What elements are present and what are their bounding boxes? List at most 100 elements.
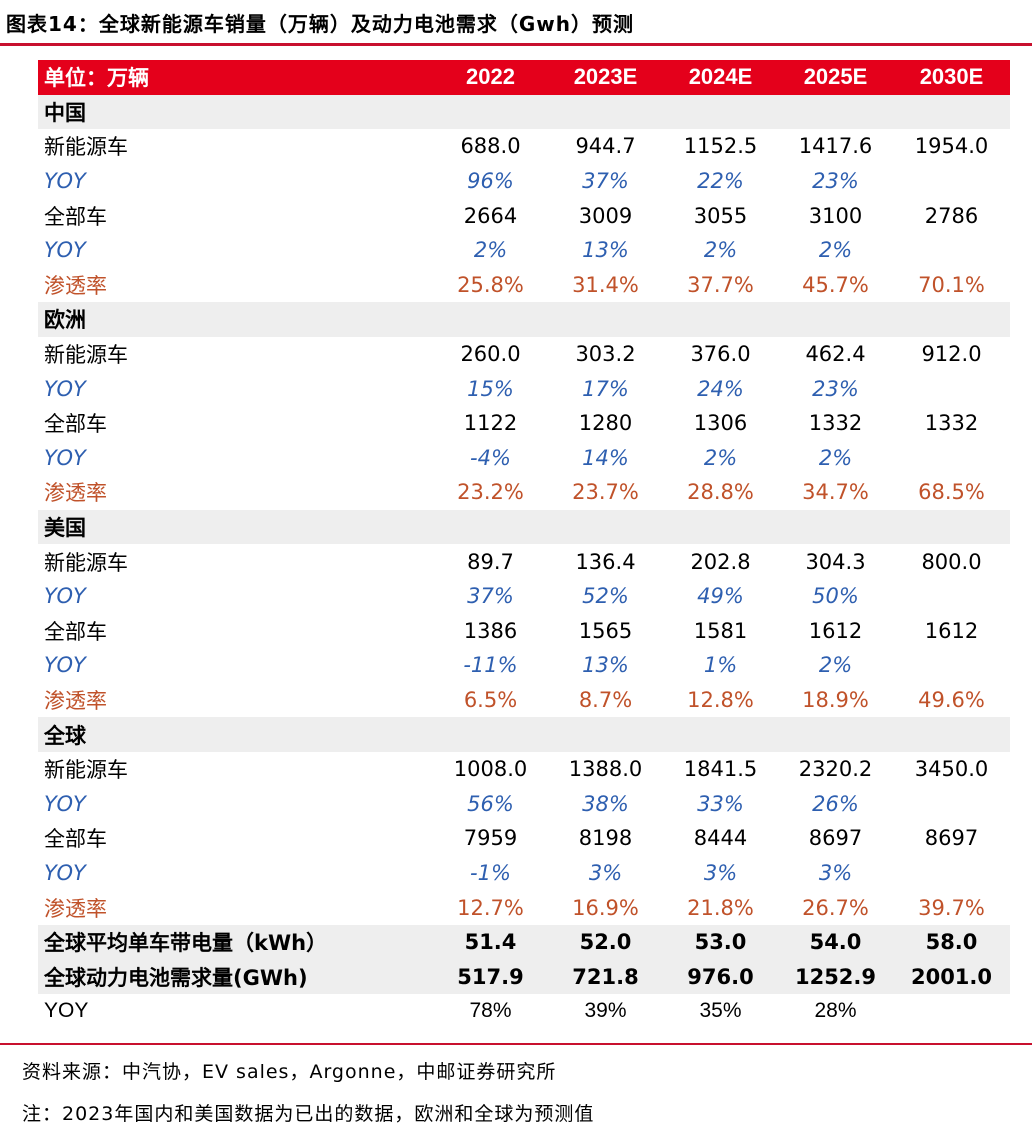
table-cell: 721.8 bbox=[572, 964, 639, 989]
table-cell: 96% bbox=[467, 169, 514, 194]
table-row: 渗透率 25.8% 31.4% 37.7% 45.7% 70.1% bbox=[38, 268, 1010, 303]
table-cell: 23.2% bbox=[457, 480, 524, 505]
table-cell: 688.0 bbox=[460, 134, 521, 159]
row-label: 渗透率 bbox=[44, 273, 107, 298]
table-cell: 53.0 bbox=[694, 930, 747, 955]
table-cell: 52% bbox=[582, 584, 629, 609]
table-cell: 2% bbox=[703, 238, 738, 263]
row-label: 全部车 bbox=[44, 619, 107, 644]
table-header: 单位：万辆 2022 2023E 2024E 2025E 2030E bbox=[38, 60, 1010, 95]
table-cell: 13% bbox=[582, 238, 629, 263]
row-label: 渗透率 bbox=[44, 688, 107, 713]
table-cell: 31.4% bbox=[572, 272, 639, 297]
year-header: 2023E bbox=[573, 64, 638, 90]
year-header: 2024E bbox=[688, 64, 753, 90]
row-label: 全球平均单车带电量（kWh） bbox=[44, 931, 328, 956]
row-label: 新能源车 bbox=[44, 135, 128, 160]
table-cell: 304.3 bbox=[805, 549, 866, 574]
table-cell: 33% bbox=[697, 791, 744, 816]
table-row: 全部车 7959 8198 8444 8697 8697 bbox=[38, 821, 1010, 856]
table-cell: 976.0 bbox=[687, 964, 754, 989]
figure-title: 图表14：全球新能源车销量（万辆）及动力电池需求（Gwh）预测 bbox=[6, 12, 634, 36]
table-cell: 3% bbox=[703, 860, 738, 885]
table-cell: 70.1% bbox=[918, 272, 985, 297]
table-cell: 2% bbox=[818, 653, 853, 678]
table-cell: -1% bbox=[470, 860, 511, 885]
table-cell: 28.8% bbox=[687, 480, 754, 505]
table-cell: 35% bbox=[699, 999, 742, 1023]
table-row: YOY 96% 37% 22% 23% bbox=[38, 164, 1010, 199]
table-cell: 7959 bbox=[463, 826, 518, 851]
table-cell: 23.7% bbox=[572, 480, 639, 505]
row-label: 全部车 bbox=[44, 412, 107, 437]
year-header: 2030E bbox=[919, 64, 984, 90]
table-cell: 37.7% bbox=[687, 272, 754, 297]
unit-label: 单位：万辆 bbox=[44, 66, 149, 91]
row-label: YOY bbox=[44, 999, 89, 1023]
table-cell: 18.9% bbox=[802, 687, 869, 712]
table-cell: 2% bbox=[818, 238, 853, 263]
table-row: 全部车 2664 3009 3055 3100 2786 bbox=[38, 198, 1010, 233]
table-row: 新能源车 688.0 944.7 1152.5 1417.6 1954.0 bbox=[38, 129, 1010, 164]
table-cell: 1280 bbox=[578, 411, 633, 436]
row-label: 中国 bbox=[44, 100, 86, 125]
table-cell: 56% bbox=[467, 791, 514, 816]
top-rule bbox=[0, 43, 1032, 46]
table-cell: 17% bbox=[582, 376, 629, 401]
table-cell: 202.8 bbox=[690, 549, 751, 574]
row-label: YOY bbox=[44, 584, 86, 609]
table-cell: -11% bbox=[463, 653, 518, 678]
table-row: YOY -1% 3% 3% 3% bbox=[38, 856, 1010, 891]
table-cell: 45.7% bbox=[802, 272, 869, 297]
table-row: YOY 2% 13% 2% 2% bbox=[38, 233, 1010, 268]
table-cell: 8697 bbox=[924, 826, 979, 851]
table-cell: 1008.0 bbox=[453, 757, 528, 782]
table-cell: 12.8% bbox=[687, 687, 754, 712]
table-row: YOY 15% 17% 24% 23% bbox=[38, 371, 1010, 406]
table-cell: 13% bbox=[582, 653, 629, 678]
region-header: 美国 bbox=[38, 509, 1010, 545]
table-cell: 21.8% bbox=[687, 895, 754, 920]
row-label: YOY bbox=[44, 791, 86, 816]
table-cell: 89.7 bbox=[467, 549, 514, 574]
table-cell: 51.4 bbox=[464, 930, 517, 955]
table-cell: 376.0 bbox=[690, 342, 751, 367]
row-label: 新能源车 bbox=[44, 550, 128, 575]
table-row: YOY -4% 14% 2% 2% bbox=[38, 441, 1010, 476]
row-label: YOY bbox=[44, 653, 86, 678]
table-cell: 8444 bbox=[693, 826, 748, 851]
table-cell: 462.4 bbox=[805, 342, 866, 367]
table-cell: 3100 bbox=[808, 203, 863, 228]
row-label: 全球动力电池需求量(GWh) bbox=[44, 965, 308, 990]
table-cell: 3009 bbox=[578, 203, 633, 228]
row-label: 新能源车 bbox=[44, 758, 128, 783]
table-cell: -4% bbox=[470, 445, 511, 470]
table-cell: 12.7% bbox=[457, 895, 524, 920]
table-cell: 2001.0 bbox=[910, 964, 993, 989]
row-label: YOY bbox=[44, 445, 86, 470]
table-cell: 2786 bbox=[924, 203, 979, 228]
table-cell: 15% bbox=[467, 376, 514, 401]
table-row: 渗透率 12.7% 16.9% 21.8% 26.7% 39.7% bbox=[38, 890, 1010, 925]
table-cell: 2664 bbox=[463, 203, 518, 228]
table-cell: 22% bbox=[697, 169, 744, 194]
row-label: YOY bbox=[44, 238, 86, 263]
table-row: YOY 56% 38% 33% 26% bbox=[38, 786, 1010, 821]
table-cell: 8198 bbox=[578, 826, 633, 851]
table-cell: 37% bbox=[582, 169, 629, 194]
row-label: YOY bbox=[44, 169, 86, 194]
table-cell: 517.9 bbox=[457, 964, 524, 989]
table-row: YOY 37% 52% 49% 50% bbox=[38, 579, 1010, 614]
table-cell: 3055 bbox=[693, 203, 748, 228]
row-label: 全球 bbox=[44, 723, 86, 748]
year-header: 2022 bbox=[466, 64, 515, 90]
region-header: 全球 bbox=[38, 717, 1010, 752]
table-cell: 1% bbox=[703, 653, 738, 678]
table-cell: 26% bbox=[812, 791, 859, 816]
table-cell: 8.7% bbox=[578, 687, 633, 712]
table-row: 全部车 1122 1280 1306 1332 1332 bbox=[38, 406, 1010, 441]
table-cell: 3% bbox=[818, 860, 853, 885]
source-note: 资料来源：中汽协，EV sales，Argonne，中邮证券研究所 bbox=[22, 1061, 557, 1083]
row-label: YOY bbox=[44, 860, 86, 885]
row-label: 渗透率 bbox=[44, 481, 107, 506]
